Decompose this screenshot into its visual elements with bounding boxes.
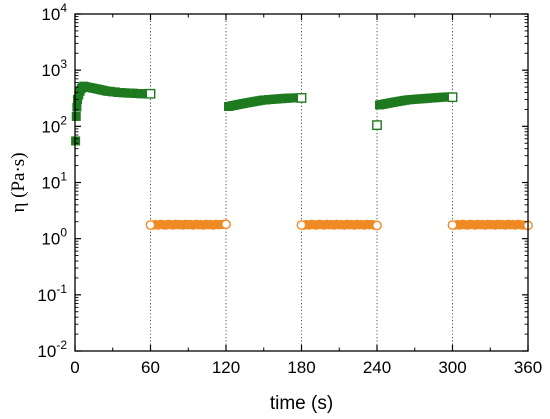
square-marker	[71, 111, 81, 121]
y-tick-label: 10-1	[37, 282, 67, 305]
open-circle-marker	[296, 220, 307, 230]
y-axis-title: η (Pa·s)	[8, 152, 29, 212]
x-tick-label: 0	[70, 358, 79, 377]
open-square-marker	[296, 93, 307, 103]
x-tick-label: 180	[287, 358, 315, 377]
open-circle-marker	[447, 220, 458, 230]
y-tick-label: 104	[41, 1, 67, 24]
y-tick-label: 103	[41, 57, 67, 80]
open-square-marker	[145, 88, 156, 99]
open-circle-marker	[145, 220, 156, 230]
x-tick-label: 120	[212, 358, 240, 377]
y-tick-label: 100	[41, 226, 67, 249]
open-circle-marker	[221, 219, 231, 230]
x-tick-label: 300	[438, 358, 466, 377]
x-tick-label: 360	[514, 358, 542, 377]
y-axis: 10-2 10-1 100 101 102 103 104	[37, 1, 528, 361]
data-markers	[71, 81, 533, 231]
y-tick-label: 10-2	[37, 338, 67, 361]
open-square-marker	[447, 92, 458, 103]
y-tick-label: 101	[41, 170, 67, 193]
x-tick-label: 60	[141, 358, 160, 377]
open-circle-marker	[372, 220, 382, 231]
y-tick-label: 102	[41, 113, 67, 136]
interval-lines	[150, 14, 453, 351]
x-tick-label: 240	[363, 358, 391, 377]
x-axis: 0 60 120 180 240 300 360	[70, 14, 542, 377]
x-axis-title: time (s)	[270, 393, 333, 414]
open-square-marker	[372, 120, 382, 131]
